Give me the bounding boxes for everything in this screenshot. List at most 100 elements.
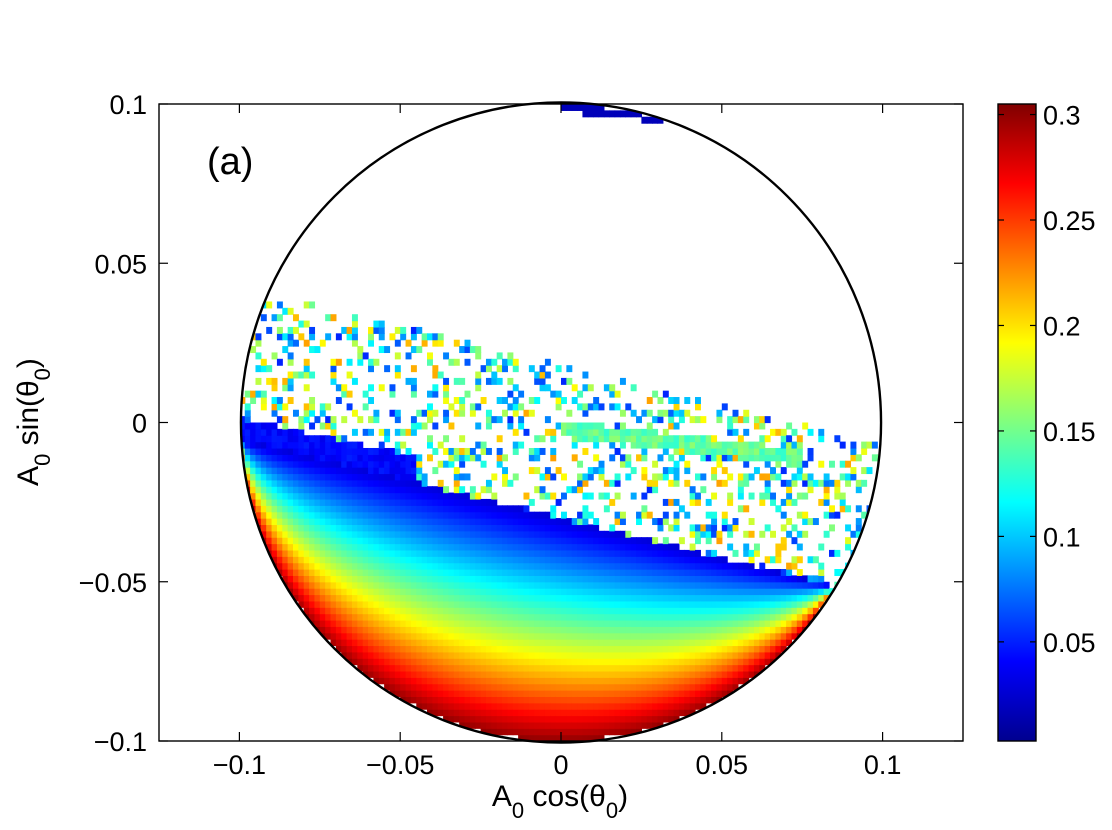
heat-cell bbox=[448, 511, 455, 519]
heat-cell bbox=[619, 562, 626, 570]
heat-cell bbox=[335, 594, 342, 602]
heat-cell bbox=[330, 581, 337, 589]
heat-cell bbox=[287, 562, 294, 570]
heat-cell bbox=[469, 600, 476, 608]
heat-cell bbox=[625, 607, 632, 615]
heat-cell bbox=[818, 562, 825, 570]
heat-cell bbox=[544, 530, 551, 538]
heat-cell bbox=[346, 390, 353, 398]
heat-cell bbox=[432, 537, 439, 545]
heat-cell bbox=[577, 473, 584, 481]
heat-cell bbox=[368, 479, 374, 487]
heat-cell bbox=[427, 575, 433, 583]
heat-cell bbox=[786, 594, 793, 602]
heat-cell bbox=[603, 530, 610, 538]
heat-cell bbox=[303, 530, 310, 538]
heat-cell bbox=[502, 358, 508, 366]
heat-cell bbox=[700, 600, 707, 608]
heat-cell bbox=[427, 492, 433, 500]
heat-cell bbox=[689, 619, 696, 627]
heat-cell bbox=[700, 588, 707, 596]
heat-cell bbox=[689, 613, 696, 621]
heat-cell bbox=[657, 639, 664, 647]
heat-cell bbox=[266, 467, 273, 475]
heat-cell bbox=[502, 664, 508, 672]
heat-cell bbox=[561, 543, 567, 551]
heat-cell bbox=[475, 600, 482, 608]
heat-cell bbox=[668, 613, 675, 621]
heat-cell bbox=[689, 549, 696, 557]
heat-cell bbox=[700, 454, 707, 462]
heat-cell bbox=[700, 683, 707, 691]
heat-cell bbox=[502, 581, 508, 589]
heat-cell bbox=[716, 562, 723, 570]
heat-cell bbox=[609, 441, 616, 449]
heat-cell bbox=[405, 492, 412, 500]
heat-cell bbox=[351, 320, 358, 328]
heat-cell bbox=[293, 492, 299, 500]
heat-cell bbox=[770, 447, 776, 455]
heat-cell bbox=[475, 626, 482, 634]
heat-cell bbox=[459, 524, 466, 532]
heat-cell bbox=[544, 537, 551, 545]
heat-cell bbox=[759, 581, 766, 589]
heat-cell bbox=[614, 696, 621, 704]
heat-cell bbox=[518, 734, 525, 742]
heat-cell bbox=[276, 569, 283, 576]
heat-cell bbox=[502, 639, 508, 647]
heat-cell bbox=[673, 441, 680, 449]
heat-cell bbox=[346, 537, 353, 545]
heat-cell bbox=[550, 702, 557, 710]
heat-cell bbox=[786, 447, 793, 455]
heat-cell bbox=[400, 658, 407, 666]
heat-cell bbox=[587, 619, 594, 627]
heat-cell bbox=[539, 721, 546, 729]
heat-cell bbox=[839, 473, 846, 481]
heat-cell bbox=[636, 690, 642, 698]
heat-cell bbox=[432, 645, 439, 653]
heat-cell bbox=[716, 575, 723, 583]
heat-cell bbox=[711, 454, 718, 462]
heat-cell bbox=[410, 575, 417, 583]
heat-cell bbox=[764, 645, 771, 653]
heat-cell bbox=[464, 530, 471, 538]
heat-cell bbox=[475, 505, 482, 513]
heat-cell bbox=[544, 600, 551, 608]
heat-cell bbox=[528, 734, 535, 742]
heat-cell bbox=[368, 498, 374, 506]
x-tick-label: 0.05 bbox=[696, 750, 749, 780]
heat-cell bbox=[405, 524, 412, 532]
heat-cell bbox=[303, 358, 310, 366]
heat-cell bbox=[453, 556, 460, 564]
heat-cell bbox=[802, 600, 809, 608]
heat-cell bbox=[818, 479, 825, 487]
heat-cell bbox=[459, 670, 466, 678]
heat-cell bbox=[619, 715, 626, 723]
heat-cell bbox=[523, 632, 530, 640]
heat-cell bbox=[534, 702, 541, 710]
heat-cell bbox=[539, 645, 546, 653]
heat-cell bbox=[464, 581, 471, 589]
heat-cell bbox=[469, 524, 476, 532]
heat-cell bbox=[437, 543, 444, 551]
heat-cell bbox=[287, 575, 294, 583]
heat-cell bbox=[619, 709, 626, 717]
heat-cell bbox=[743, 447, 750, 455]
heat-cell bbox=[807, 479, 814, 487]
heat-cell bbox=[748, 556, 755, 564]
heat-cell bbox=[689, 696, 696, 704]
heat-cell bbox=[812, 607, 819, 615]
heat-cell bbox=[507, 518, 514, 526]
heat-cell bbox=[378, 651, 385, 659]
heat-cell bbox=[770, 467, 776, 475]
heat-cell bbox=[427, 651, 433, 659]
heat-cell bbox=[807, 428, 814, 436]
heat-cell bbox=[619, 696, 626, 704]
heat-cell bbox=[443, 581, 450, 589]
heat-cell bbox=[539, 486, 546, 494]
heat-cell bbox=[587, 403, 594, 411]
heat-cell bbox=[266, 543, 273, 551]
heat-cell bbox=[673, 594, 680, 602]
heat-cell bbox=[298, 569, 305, 576]
heat-cell bbox=[652, 651, 659, 659]
